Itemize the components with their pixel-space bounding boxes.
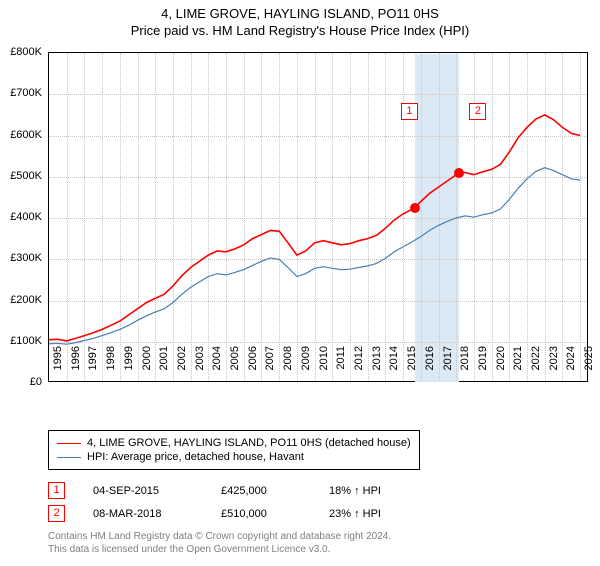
sale-row-marker: 2 [48, 505, 65, 522]
y-axis-label: £500K [10, 170, 42, 182]
y-axis-label: £700K [10, 87, 42, 99]
y-axis-label: £800K [10, 46, 42, 58]
chart-svg [49, 53, 589, 383]
series-price_paid [49, 115, 580, 341]
x-axis-label: 2010 [318, 346, 330, 386]
x-axis-label: 2025 [583, 346, 595, 386]
sale-date: 04-SEP-2015 [93, 485, 193, 497]
x-axis-label: 2021 [512, 346, 524, 386]
chart-area: 12 £0£100K£200K£300K£400K£500K£600K£700K… [48, 52, 588, 382]
sale-row-marker: 1 [48, 482, 65, 499]
x-axis-label: 2023 [548, 346, 560, 386]
y-axis-label: £600K [10, 129, 42, 141]
x-axis-label: 1997 [87, 346, 99, 386]
legend-swatch [57, 443, 81, 444]
y-axis-label: £100K [10, 335, 42, 347]
sale-marker-dot [454, 168, 464, 178]
sale-price: £510,000 [221, 508, 301, 520]
legend-swatch [57, 457, 81, 458]
x-axis-label: 2015 [406, 346, 418, 386]
sale-rows: 1 04-SEP-2015 £425,000 18% ↑ HPI 2 08-MAR-201… [48, 476, 419, 528]
sale-date: 08-MAR-2018 [93, 508, 193, 520]
sale-marker-box: 1 [401, 103, 418, 120]
footer: Contains HM Land Registry data © Crown c… [48, 530, 391, 556]
y-axis-label: £400K [10, 211, 42, 223]
legend-label: HPI: Average price, detached house, Hava… [87, 451, 304, 463]
x-axis-label: 2012 [353, 346, 365, 386]
x-axis-label: 2008 [282, 346, 294, 386]
x-axis-label: 1995 [52, 346, 64, 386]
x-axis-label: 2020 [495, 346, 507, 386]
x-axis-label: 2022 [530, 346, 542, 386]
x-axis-label: 2016 [424, 346, 436, 386]
sale-pct: 18% ↑ HPI [329, 485, 419, 497]
x-axis-label: 2007 [264, 346, 276, 386]
x-axis-label: 2000 [141, 346, 153, 386]
legend: 4, LIME GROVE, HAYLING ISLAND, PO11 0HS … [48, 430, 420, 470]
x-axis-label: 2024 [565, 346, 577, 386]
x-axis-label: 2018 [459, 346, 471, 386]
x-axis-label: 2019 [477, 346, 489, 386]
series-hpi [49, 168, 580, 345]
sale-price: £425,000 [221, 485, 301, 497]
x-axis-label: 2017 [442, 346, 454, 386]
chart-container: 4, LIME GROVE, HAYLING ISLAND, PO11 0HS … [0, 6, 600, 566]
sale-row: 2 08-MAR-2018 £510,000 23% ↑ HPI [48, 505, 419, 522]
legend-label: 4, LIME GROVE, HAYLING ISLAND, PO11 0HS … [87, 437, 411, 449]
x-axis-label: 2009 [300, 346, 312, 386]
x-axis-label: 2006 [247, 346, 259, 386]
y-axis-label: £300K [10, 252, 42, 264]
footer-line2: This data is licensed under the Open Gov… [48, 543, 391, 556]
x-axis-label: 2003 [194, 346, 206, 386]
x-axis-label: 1999 [123, 346, 135, 386]
x-axis-label: 2013 [371, 346, 383, 386]
legend-item: HPI: Average price, detached house, Hava… [57, 451, 411, 463]
x-axis-label: 2011 [335, 346, 347, 386]
sale-marker-dot [410, 203, 420, 213]
x-axis-label: 2001 [158, 346, 170, 386]
x-axis-label: 2005 [229, 346, 241, 386]
chart-title: 4, LIME GROVE, HAYLING ISLAND, PO11 0HS [0, 6, 600, 21]
sale-marker-box: 2 [469, 103, 486, 120]
x-axis-label: 2002 [176, 346, 188, 386]
legend-item: 4, LIME GROVE, HAYLING ISLAND, PO11 0HS … [57, 437, 411, 449]
x-axis-label: 2014 [388, 346, 400, 386]
sale-row: 1 04-SEP-2015 £425,000 18% ↑ HPI [48, 482, 419, 499]
y-axis-label: £200K [10, 294, 42, 306]
x-axis-label: 2004 [211, 346, 223, 386]
sale-pct: 23% ↑ HPI [329, 508, 419, 520]
y-axis-label: £0 [30, 376, 42, 388]
x-axis-label: 1998 [105, 346, 117, 386]
chart-subtitle: Price paid vs. HM Land Registry's House … [0, 23, 600, 38]
plot-box: 12 [48, 52, 588, 382]
footer-line1: Contains HM Land Registry data © Crown c… [48, 530, 391, 543]
x-axis-label: 1996 [70, 346, 82, 386]
